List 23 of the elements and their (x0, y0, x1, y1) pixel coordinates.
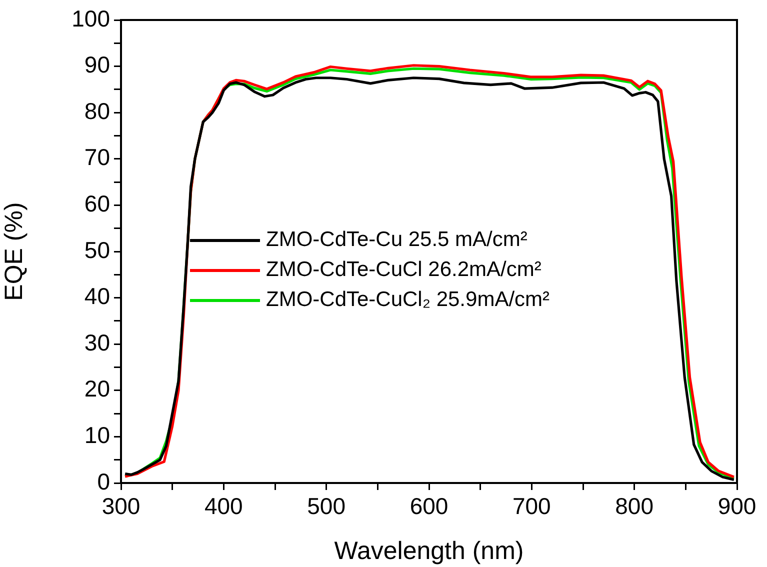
legend-label: ZMO-CdTe-CuCl 26.2mA/cm² (266, 258, 542, 282)
x-tick-label: 700 (512, 493, 551, 520)
x-tick-label: 400 (204, 493, 243, 520)
y-tick-label: 10 (84, 422, 110, 448)
x-tick-label: 300 (102, 493, 140, 520)
x-tick-label: 500 (307, 493, 346, 520)
y-tick-label: 30 (84, 329, 110, 356)
y-tick-label: 20 (84, 376, 110, 402)
legend-label: ZMO-CdTe-CuCl₂ 25.9mA/cm² (266, 288, 550, 312)
legend-label: ZMO-CdTe-Cu 25.5 mA/cm² (266, 228, 528, 252)
y-tick-label: 70 (84, 144, 110, 170)
x-tick-label: 900 (718, 493, 756, 520)
y-axis-title: EQE (%) (0, 202, 28, 301)
x-tick-label: 600 (410, 493, 448, 520)
y-tick-label: 50 (84, 236, 110, 263)
y-tick-label: 0 (97, 468, 110, 494)
y-tick-label: 40 (84, 283, 110, 310)
y-tick-label: 100 (72, 5, 110, 32)
y-tick-label: 60 (84, 190, 110, 217)
x-tick-label: 800 (615, 493, 654, 520)
y-tick-label: 90 (84, 52, 110, 78)
x-axis-title: Wavelength (nm) (334, 536, 524, 565)
y-tick-label: 80 (84, 98, 110, 124)
